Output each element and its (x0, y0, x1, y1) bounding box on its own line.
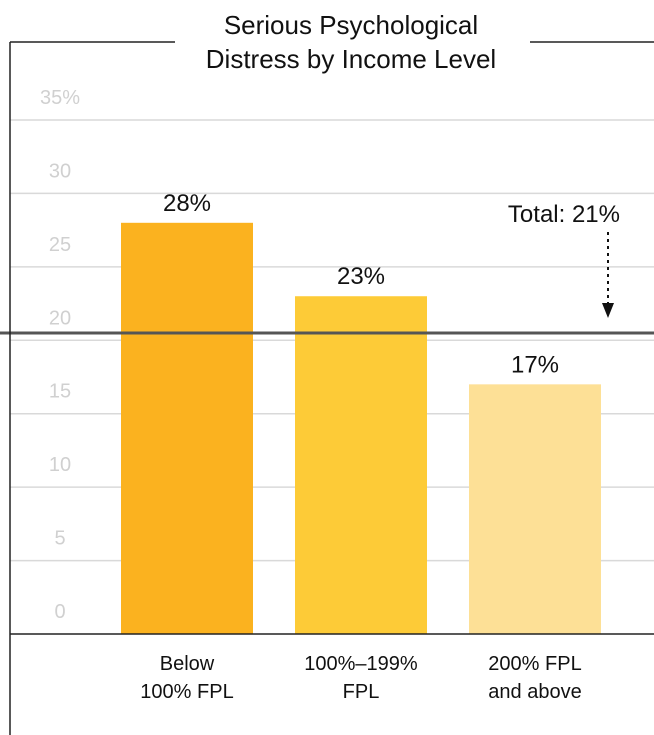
bar (121, 222, 253, 635)
y-axis-ticks: 0 5 10 15 20 25 30 35% (40, 87, 80, 623)
y-tick-label: 15 (49, 381, 71, 403)
bar-value-label: 17% (511, 351, 559, 378)
y-tick-label: 0 (54, 601, 65, 623)
total-arrow-head (602, 303, 614, 318)
category-label: 100%–199% (304, 653, 418, 675)
y-tick-label: 25 (49, 234, 71, 256)
y-tick-label: 30 (49, 160, 71, 182)
value-labels: 28% 23% 17% (163, 190, 559, 379)
chart-title-line: Distress by Income Level (206, 44, 496, 74)
category-labels: Below 100% FPL 100%–199% FPL 200% FPL and abo… (140, 653, 581, 703)
bar-value-label: 28% (163, 190, 211, 217)
y-tick-label: 10 (49, 454, 71, 476)
bars (121, 222, 601, 635)
category-label: 100% FPL (140, 681, 233, 703)
total-reference: Total: 21% (0, 201, 654, 335)
bar (469, 384, 601, 634)
y-tick-label: 35% (40, 87, 80, 109)
bar (295, 296, 427, 634)
chart-title-line: Serious Psychological (224, 10, 478, 40)
category-label: and above (488, 681, 581, 703)
axes (9, 42, 654, 735)
category-label: 200% FPL (488, 653, 581, 675)
total-label: Total: 21% (508, 201, 620, 228)
chart-title: Serious Psychological Distress by Income … (10, 10, 654, 74)
y-tick-label: 20 (49, 307, 71, 329)
bar-value-label: 23% (337, 263, 385, 290)
category-label: FPL (343, 681, 380, 703)
y-tick-label: 5 (54, 528, 65, 550)
category-label: Below (160, 653, 215, 675)
